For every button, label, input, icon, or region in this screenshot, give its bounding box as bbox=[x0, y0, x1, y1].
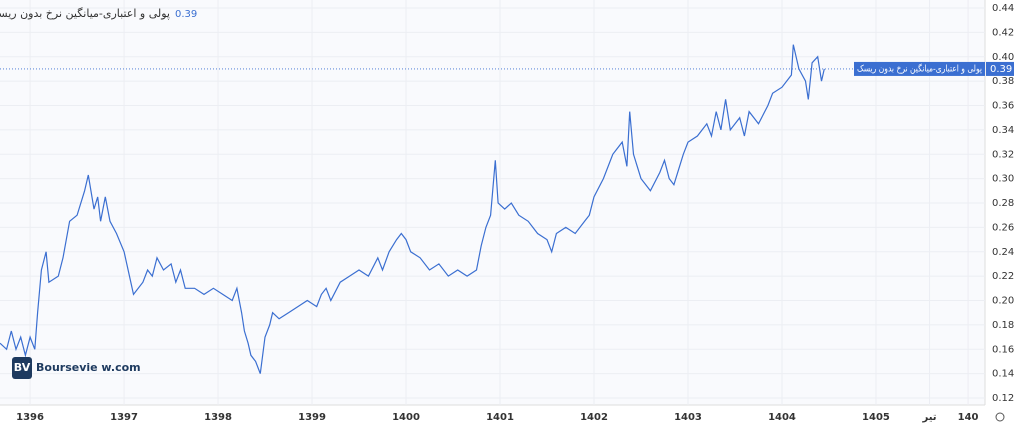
y-tick-label: 0.44 bbox=[992, 3, 1014, 14]
x-tick-label: 1396 bbox=[16, 412, 44, 423]
y-tick-label: 0.36 bbox=[992, 101, 1014, 112]
settings-icon[interactable] bbox=[995, 412, 1005, 422]
x-tick-label: تیر bbox=[922, 412, 937, 423]
price-label-name: پولی و اعتباری-میانگین نرخ بدون ریسک bbox=[857, 62, 982, 74]
y-price-label-bg bbox=[986, 61, 1014, 76]
x-tick-label: 1398 bbox=[204, 412, 232, 423]
series bbox=[0, 44, 825, 374]
y-tick-label: 0.32 bbox=[992, 149, 1014, 160]
y-tick-label: 0.22 bbox=[992, 271, 1014, 282]
y-tick-label: 0.30 bbox=[992, 174, 1014, 185]
y-tick-label: 0.42 bbox=[992, 27, 1014, 38]
settings-icon[interactable] bbox=[995, 412, 1005, 422]
y-tick-label: 0.14 bbox=[992, 369, 1014, 380]
x-tick-label: 1402 bbox=[580, 412, 608, 423]
watermark-text: Boursevie w.com bbox=[36, 361, 141, 374]
y-tick-label: 0.26 bbox=[992, 222, 1014, 233]
line bbox=[0, 44, 825, 374]
x-tick-label: 1397 bbox=[110, 412, 138, 423]
y-tick-label: 0.24 bbox=[992, 247, 1014, 258]
y-tick-label: 0.38 bbox=[992, 76, 1014, 87]
y-tick-label: 0.28 bbox=[992, 198, 1014, 209]
y-tick-label: 0.34 bbox=[992, 125, 1014, 136]
y-tick-label: 0.40 bbox=[992, 52, 1014, 63]
x-tick-label: 1404 bbox=[768, 412, 796, 423]
x-tick-label: 1405 bbox=[862, 412, 890, 423]
x-tick-label: 1399 bbox=[298, 412, 326, 423]
x-tick-label: 140 bbox=[958, 412, 979, 423]
y-tick-label: 0.18 bbox=[992, 320, 1014, 331]
y-tick-label: 0.20 bbox=[992, 296, 1014, 307]
x-tick-label: 1400 bbox=[392, 412, 420, 423]
y-price-label: 0.39 bbox=[990, 64, 1012, 75]
y-tick-label: 0.16 bbox=[992, 344, 1014, 355]
logo-box bbox=[12, 357, 32, 379]
chart-title: پولی و اعتباری-میانگین نرخ بدون ریسک bbox=[0, 7, 170, 20]
y-tick-label: 0.12 bbox=[992, 393, 1014, 404]
last-value: 0.39 bbox=[175, 9, 197, 20]
x-tick-label: 1401 bbox=[486, 412, 514, 423]
logo: BV bbox=[14, 361, 31, 374]
watermark: BV Boursevie w.com bbox=[12, 357, 141, 379]
x-tick-label: 1403 bbox=[674, 412, 702, 423]
price-label-bg bbox=[854, 61, 985, 76]
